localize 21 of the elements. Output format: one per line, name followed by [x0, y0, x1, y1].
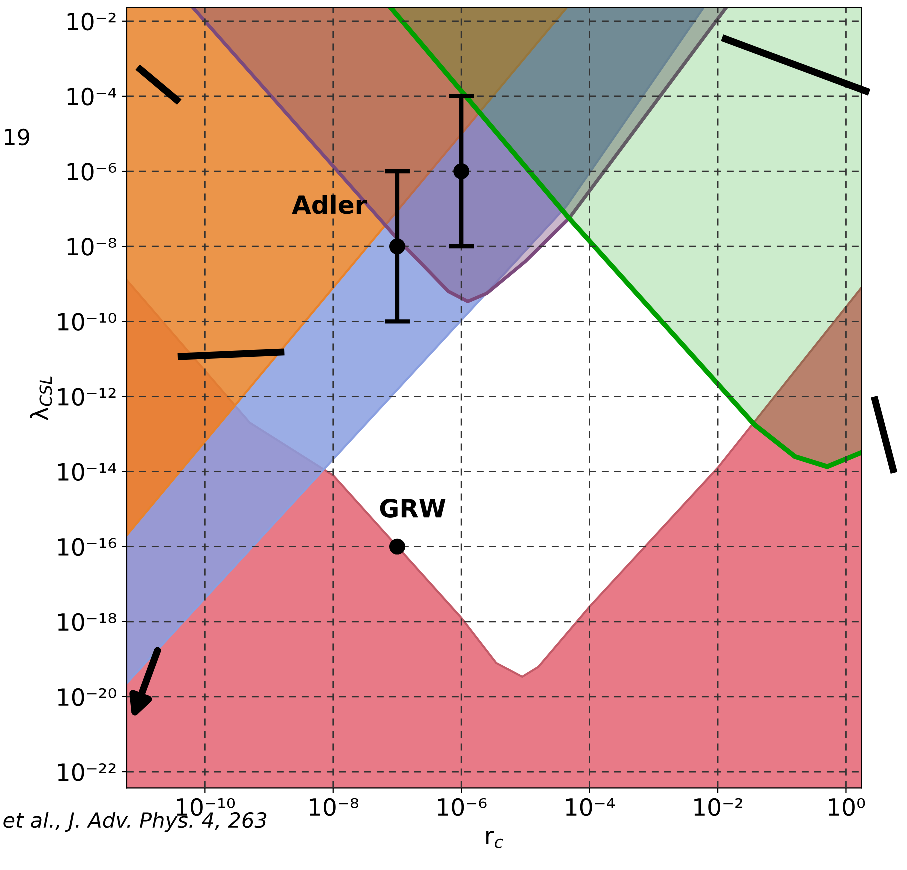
- annotation: Adler: [292, 194, 368, 214]
- text: 19: [5, 128, 30, 146]
- x-tick-label: 10⁰: [829, 798, 866, 816]
- y-tick-label: 10⁻⁴: [68, 88, 117, 106]
- y-tick-label: 10⁻¹²: [58, 388, 116, 406]
- x-tick-label: 10⁻⁶: [438, 798, 487, 816]
- x-tick-label: 10⁻⁸: [310, 798, 359, 816]
- x-tick-label: 10⁻⁴: [566, 798, 616, 816]
- y-tick-label: 10⁻²: [68, 12, 116, 31]
- annotation: GRW: [380, 499, 446, 518]
- y-tick-label: 10⁻²⁰: [58, 688, 116, 706]
- y-tick-label: 10⁻¹⁴: [58, 463, 117, 482]
- y-tick-label: 10⁻¹⁶: [58, 538, 116, 556]
- x-tick-label: 10⁻²: [694, 798, 743, 816]
- y-tick-label: 10⁻⁶: [68, 162, 116, 181]
- x-axis-title: r$_{c}$: [486, 831, 504, 848]
- y-tick-label: 10⁻¹⁰: [58, 313, 116, 331]
- y-axis-title: λ$_{CSL}$: [30, 376, 52, 420]
- y-tick-label: 10⁻¹⁸: [58, 613, 116, 632]
- y-tick-label: 10⁻⁸: [68, 238, 116, 256]
- y-tick-label: 10⁻²²: [58, 763, 116, 782]
